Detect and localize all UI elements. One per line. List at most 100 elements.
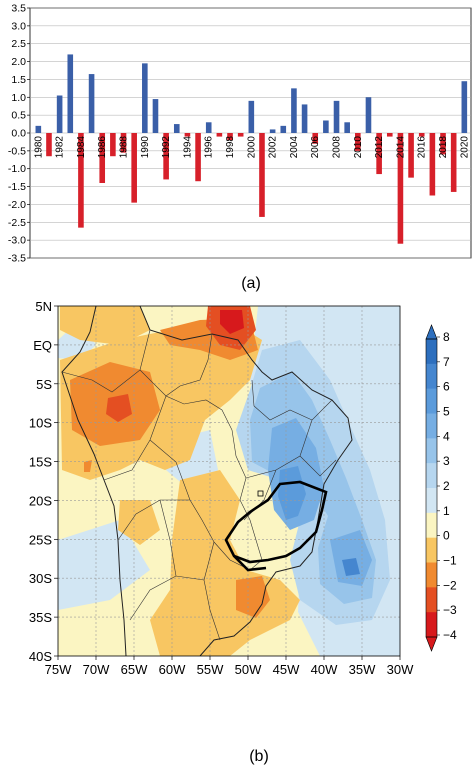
coastline-south-america xyxy=(139,306,353,656)
year-label: 2012 xyxy=(374,136,385,159)
colorbar-swatch xyxy=(426,562,437,588)
y-axis-ticks-a: 3.5 3.0 2.5 2.0 1.5 1.0 0.5 0.0 -0.5 -1.0 -1.5 -2.0… xyxy=(8,3,30,265)
colorbar-tick-label: 0 xyxy=(443,529,450,543)
lat-label: 25S xyxy=(29,532,52,547)
y-tick-label: 1.5 xyxy=(11,74,26,86)
bar-1993 xyxy=(173,124,180,133)
colorbar-swatch xyxy=(426,512,437,538)
bar-1997 xyxy=(216,133,223,137)
contour-red-west xyxy=(106,394,132,422)
map-frame xyxy=(57,305,401,657)
lat-label: 30S xyxy=(29,571,52,586)
bar-2014 xyxy=(397,133,404,244)
bar-2005 xyxy=(301,104,308,133)
colorbar: 8 7 6 5 4 3 2 1 0 −1 −2 −3 −4 xyxy=(425,324,457,652)
bar-1992 xyxy=(163,133,169,180)
year-label: 1992 xyxy=(161,136,172,159)
y-tick-label: 0.0 xyxy=(11,128,26,140)
y-tick-label: -2.0 xyxy=(8,199,26,211)
colorbar-tick-label: −4 xyxy=(443,628,457,642)
colorbar-tick-label: −2 xyxy=(443,578,457,592)
colorbar-swatch xyxy=(426,463,437,489)
country-borders xyxy=(61,329,337,641)
lon-label: 35W xyxy=(349,662,376,677)
year-label: 2016 xyxy=(417,136,428,159)
lat-label: 35S xyxy=(29,610,52,625)
bar-1998 xyxy=(227,133,233,141)
bar-2013 xyxy=(386,133,393,137)
lat-label: 40S xyxy=(29,649,52,664)
contour-blue-5 xyxy=(278,466,306,520)
bar-1983 xyxy=(67,54,74,133)
colorbar-swatch xyxy=(426,438,437,464)
bars-a xyxy=(35,54,468,244)
year-label: 2000 xyxy=(246,136,257,159)
bar-2008 xyxy=(333,100,340,133)
y-tick-label: 2.0 xyxy=(11,56,26,68)
bar-2016 xyxy=(418,133,425,137)
bar-2003 xyxy=(280,125,287,133)
bar-1989 xyxy=(131,133,137,203)
year-label: 2018 xyxy=(438,136,449,159)
y-tick-label: 3.5 xyxy=(11,3,26,15)
year-label: 1986 xyxy=(97,136,108,159)
coastline-pacific xyxy=(61,306,127,656)
bar-2019 xyxy=(450,133,457,192)
colorbar-tick-label: 2 xyxy=(443,479,450,493)
bar-2011 xyxy=(365,97,372,133)
y-tick-label: 2.5 xyxy=(11,38,26,50)
bar-1988 xyxy=(120,133,127,153)
y-tick-label: -3.0 xyxy=(8,235,26,247)
year-label: 1990 xyxy=(140,136,151,159)
year-label: 2002 xyxy=(268,136,279,159)
bar-1990 xyxy=(142,63,148,133)
lon-label: 70W xyxy=(83,662,110,677)
y-tick-label: -1.0 xyxy=(8,163,26,175)
colorbar-swatch xyxy=(426,339,437,365)
panel-a-label: (a) xyxy=(241,275,261,292)
y-tick-label: -1.5 xyxy=(8,181,26,193)
y-tick-label: 1.0 xyxy=(11,92,26,104)
lat-label: 10S xyxy=(29,416,52,431)
y-tick-label: 0.5 xyxy=(11,110,26,122)
colorbar-swatch xyxy=(426,413,437,439)
year-label: 1994 xyxy=(182,136,193,159)
bar-2004 xyxy=(291,88,297,133)
lon-label: 45W xyxy=(273,662,300,677)
reservoir-marker xyxy=(257,490,264,497)
bar-2015 xyxy=(408,133,414,178)
bar-2020 xyxy=(461,81,468,133)
bar-1985 xyxy=(88,74,95,133)
lon-label: 55W xyxy=(197,662,224,677)
year-label: 2006 xyxy=(310,136,321,159)
year-label: 1980 xyxy=(33,136,44,159)
bar-2017 xyxy=(429,133,436,196)
colorbar-tick-label: 4 xyxy=(443,429,450,443)
year-label: 2020 xyxy=(459,136,470,159)
lon-label: 60W xyxy=(159,662,186,677)
year-label: 1998 xyxy=(225,136,236,159)
bar-1994 xyxy=(184,133,191,137)
longitude-labels: 75W 70W 65W 60W 55W 50W 45W 40W 35W 30W xyxy=(45,656,414,677)
lon-label: 30W xyxy=(387,662,414,677)
lon-label: 50W xyxy=(235,662,262,677)
colorbar-tick-label: 6 xyxy=(443,380,450,394)
panel-b-label: (b) xyxy=(249,748,269,765)
year-label: 2008 xyxy=(332,136,343,159)
bar-2012 xyxy=(376,133,382,175)
contour-dark-orange-south xyxy=(236,576,270,618)
bar-2001 xyxy=(259,133,265,217)
lon-label: 40W xyxy=(311,662,338,677)
bar-1982 xyxy=(56,95,63,133)
bar-1991 xyxy=(152,99,159,133)
bar-1987 xyxy=(110,133,116,157)
colorbar-swatch xyxy=(426,537,437,563)
y-tick-label: -0.5 xyxy=(8,145,26,157)
highlight-region-outline xyxy=(224,480,328,572)
y-tick-label: 3.0 xyxy=(11,20,26,32)
contour-light-blue-south xyxy=(58,520,150,610)
colorbar-frame xyxy=(425,338,438,638)
contour-deep-red-north xyxy=(220,310,244,334)
colorbar-swatch xyxy=(426,587,437,613)
lat-label: 15S xyxy=(29,455,52,470)
